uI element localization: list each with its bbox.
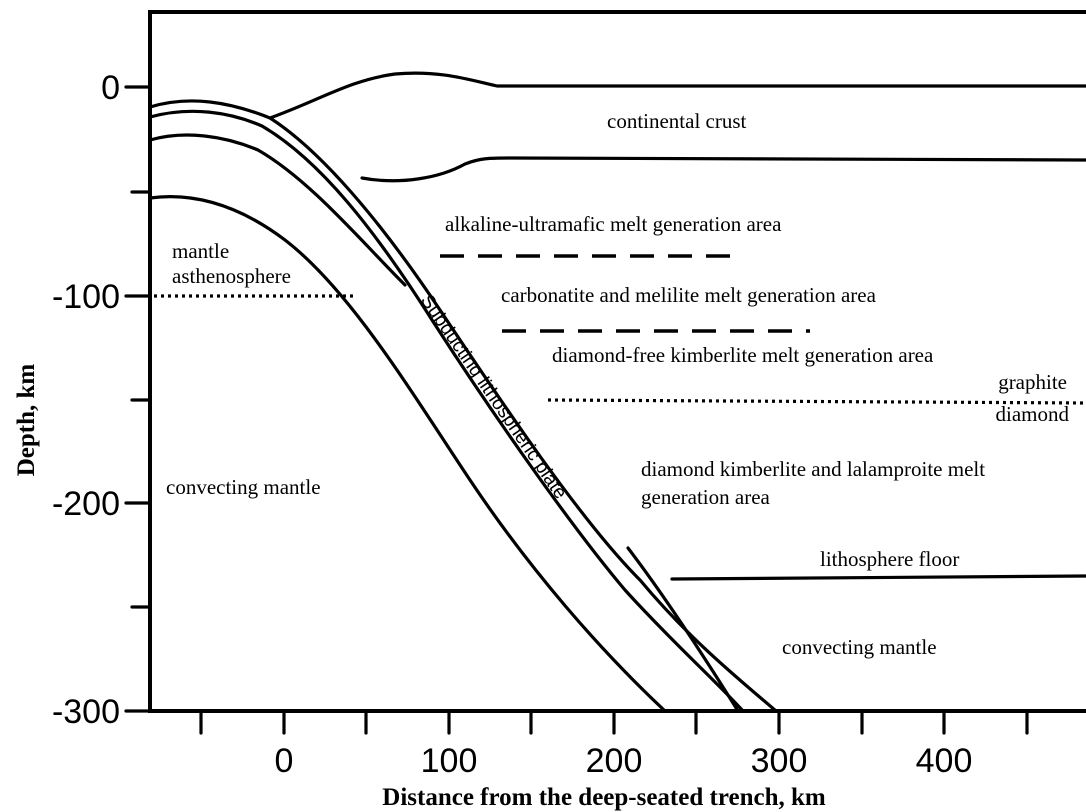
diamond-kimberlite-label-line2: generation area — [641, 485, 771, 509]
mantle-label: mantle — [172, 239, 229, 263]
y-tick-label: 0 — [101, 69, 120, 107]
convecting-mantle-right-label: convecting mantle — [782, 635, 937, 659]
slab-lithosphere-base — [148, 133, 407, 287]
x-tick-label: 200 — [586, 742, 643, 780]
x-tick-label: 100 — [421, 742, 478, 780]
y-tick-label: -300 — [52, 693, 120, 731]
y-axis-ticks — [124, 85, 152, 713]
carbonatite-melt-label: carbonatite and melilite melt generation… — [501, 283, 877, 307]
x-tick-label: 0 — [275, 742, 294, 780]
diamond-free-kimberlite-label: diamond-free kimberlite melt generation … — [552, 343, 934, 367]
asthenosphere-label: asthenosphere — [172, 264, 291, 288]
slab-bottom — [148, 195, 667, 713]
y-tick-label: -100 — [52, 278, 120, 316]
convecting-mantle-left-label: convecting mantle — [166, 475, 321, 499]
graphite-diamond-boundary — [547, 398, 1086, 405]
continental-crust-top — [268, 71, 1086, 120]
slab-top-surface — [148, 99, 778, 713]
x-axis-title: Distance from the deep-seated trench, km — [382, 784, 826, 811]
y-tick-label: -200 — [52, 485, 120, 523]
slab-lithosphere-base — [626, 546, 740, 713]
plot-frame — [148, 10, 1086, 713]
continental-crust-bottom — [360, 156, 1086, 183]
lithosphere-floor-label: lithosphere floor — [820, 547, 959, 571]
x-tick-label: 300 — [751, 742, 808, 780]
alkaline-melt-label: alkaline-ultramafic melt generation area — [445, 212, 782, 236]
x-tick-label: 400 — [916, 742, 973, 780]
lithosphere-floor-line — [670, 574, 1086, 581]
diamond-label: diamond — [996, 402, 1070, 426]
y-axis-title: Depth, km — [13, 364, 40, 477]
continental-crust-label: continental crust — [607, 109, 747, 133]
slab-crust-base — [148, 109, 745, 713]
diamond-kimberlite-label: diamond kimberlite and lalamproite melt — [641, 457, 985, 481]
x-axis-ticks — [199, 709, 1029, 735]
subducting-plate-label: Subducting lithospheric plate — [416, 291, 571, 503]
graphite-label: graphite — [998, 370, 1067, 394]
